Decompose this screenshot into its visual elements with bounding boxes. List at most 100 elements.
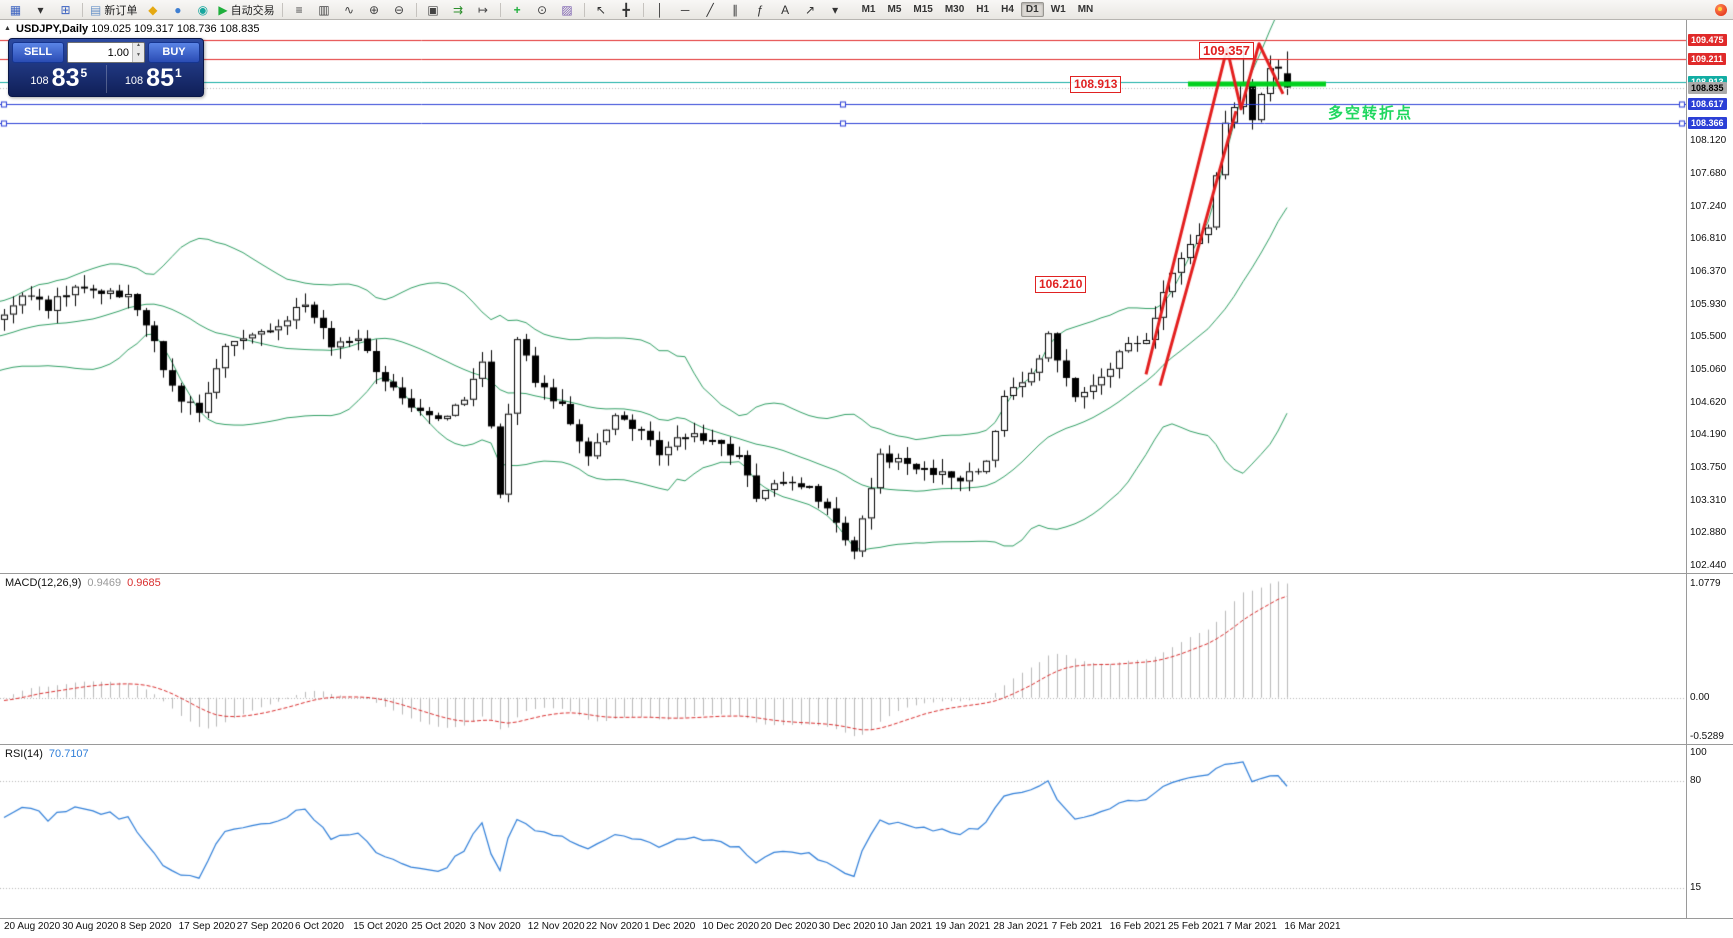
price-badge: 108.835 — [1688, 81, 1727, 94]
crosshair-icon: ╋ — [622, 2, 630, 17]
lot-stepper[interactable]: ▲ ▼ — [132, 43, 144, 62]
support-icon: ◉ — [197, 2, 209, 17]
price-tick-label: 105.930 — [1690, 298, 1727, 310]
one-click-trading-panel: SELL ▲ ▼ BUY 108 83 5 108 85 1 — [8, 38, 204, 97]
channel-button[interactable]: ∥ — [724, 1, 747, 18]
text-button[interactable]: A — [774, 1, 797, 18]
macd-scale-zero: 0.00 — [1690, 691, 1710, 703]
date-label: 3 Nov 2020 — [469, 921, 521, 932]
autotrading-button[interactable]: ▶ 自动交易 — [216, 1, 276, 18]
auto-scroll-button[interactable]: ⇉ — [447, 1, 470, 18]
timeframe-m5-button[interactable]: M5 — [887, 4, 902, 15]
date-label: 12 Nov 2020 — [527, 921, 585, 932]
toolbar: ▦ ▾ ⊞ ▤ 新订单 ◆ ● ◉ ▶ 自动交易 ≡ ▥ ∿ ⊕ ⊖ ▣ ⇉ ↦ + ⊙ ▨ ↖ ╋ │ ─ ╱ ∥ ƒ A ↗ ▾ M1 M5… — [0, 0, 1733, 20]
sell-price-main: 83 — [51, 64, 80, 92]
indicators-icon: + — [513, 2, 521, 17]
buy-price-pip: 1 — [174, 66, 182, 80]
candlestick-chart-button[interactable]: ▥ — [313, 1, 336, 18]
timeframe-m1-button[interactable]: M1 — [861, 4, 876, 15]
autotrading-icon: ▶ — [218, 2, 228, 17]
date-label: 20 Dec 2020 — [760, 921, 818, 932]
price-tick-label: 106.810 — [1690, 232, 1727, 244]
cursor-icon: ↖ — [596, 2, 607, 17]
community-button[interactable]: ● — [166, 1, 189, 18]
pane-separator[interactable] — [0, 573, 1733, 574]
line-chart-icon: ∿ — [344, 2, 355, 17]
mql5-button[interactable]: ◆ — [141, 1, 164, 18]
tile-windows-button[interactable]: ▣ — [422, 1, 445, 18]
zoom-in-icon: ⊕ — [369, 2, 380, 17]
timeframe-m30-button[interactable]: M30 — [944, 4, 965, 15]
horizontal-line-button[interactable]: ─ — [674, 1, 697, 18]
timeframe-w1-button[interactable]: W1 — [1050, 4, 1066, 15]
price-chart-canvas[interactable] — [0, 20, 1686, 573]
macd-scale-min: -0.5289 — [1690, 731, 1724, 742]
objects-dropdown-button[interactable]: ▾ — [824, 1, 847, 18]
bar-chart-button[interactable]: ≡ — [288, 1, 311, 18]
ohlc-values: 109.025 109.317 108.736 108.835 — [91, 23, 260, 35]
lot-decrease-icon[interactable]: ▼ — [136, 51, 141, 58]
chart-window-button[interactable]: ▦ — [4, 1, 27, 18]
new-order-icon: ▤ — [90, 2, 102, 17]
candlestick-chart-icon: ▥ — [318, 2, 330, 17]
zoom-out-button[interactable]: ⊖ — [388, 1, 411, 18]
buy-button[interactable]: BUY — [148, 42, 200, 63]
price-tick-label: 104.190 — [1690, 428, 1727, 440]
date-label: 10 Jan 2021 — [877, 921, 933, 932]
buy-price-main: 85 — [146, 64, 174, 92]
date-label: 15 Oct 2020 — [353, 921, 408, 932]
date-label: 25 Oct 2020 — [411, 921, 466, 932]
tile-windows-icon: ▣ — [427, 2, 439, 17]
vertical-line-button[interactable]: │ — [649, 1, 672, 18]
crosshair-button[interactable]: ╋ — [615, 1, 638, 18]
price-badge: 109.475 — [1688, 33, 1727, 46]
rsi-pane-canvas[interactable] — [0, 745, 1686, 918]
trendline-button[interactable]: ╱ — [699, 1, 722, 18]
chart-dropdown-icon: ▾ — [37, 2, 44, 17]
toolbar-separator — [82, 2, 83, 17]
timeframe-d1-button[interactable]: D1 — [1020, 2, 1044, 17]
date-label: 28 Jan 2021 — [993, 921, 1049, 932]
profiles-button[interactable]: ⊞ — [54, 1, 77, 18]
rsi-label: RSI(14) 70.7107 — [5, 748, 89, 760]
cursor-button[interactable]: ↖ — [590, 1, 613, 18]
trendline-icon: ╱ — [706, 2, 714, 17]
macd-pane-canvas[interactable] — [0, 574, 1686, 744]
pane-separator[interactable] — [0, 744, 1733, 745]
price-tick-label: 104.620 — [1690, 396, 1727, 408]
lot-size-input[interactable] — [68, 43, 132, 62]
price-tick-label: 102.440 — [1690, 559, 1727, 571]
date-label: 16 Mar 2021 — [1284, 921, 1341, 932]
periods-icon: ⊙ — [537, 2, 548, 17]
line-chart-button[interactable]: ∿ — [338, 1, 361, 18]
toolbar-separator — [499, 2, 501, 17]
notification-icon[interactable] — [1715, 4, 1727, 16]
macd-title: MACD(12,26,9) — [5, 577, 82, 589]
timeframe-mn-button[interactable]: MN — [1077, 4, 1094, 15]
timeframe-h1-button[interactable]: H1 — [976, 4, 990, 15]
date-label: 6 Oct 2020 — [295, 921, 344, 932]
periods-button[interactable]: ⊙ — [531, 1, 554, 18]
macd-signal-value: 0.9685 — [127, 577, 161, 589]
support-button[interactable]: ◉ — [191, 1, 214, 18]
sell-button[interactable]: SELL — [12, 42, 64, 63]
timeframe-m15-button[interactable]: M15 — [913, 4, 933, 15]
chart-collapse-icon[interactable]: ▲ — [4, 25, 11, 32]
chart-shift-icon: ↦ — [478, 2, 489, 17]
indicators-button[interactable]: + — [506, 1, 529, 18]
chart-shift-button[interactable]: ↦ — [472, 1, 495, 18]
fibonacci-button[interactable]: ƒ — [749, 1, 772, 18]
new-order-button[interactable]: ▤ 新订单 — [88, 1, 139, 18]
templates-button[interactable]: ▨ — [556, 1, 579, 18]
zoom-in-button[interactable]: ⊕ — [363, 1, 386, 18]
new-order-button-label: 新订单 — [104, 4, 138, 17]
chart-dropdown-button[interactable]: ▾ — [29, 1, 52, 18]
lot-increase-icon[interactable]: ▲ — [136, 42, 141, 48]
symbol-period-label: USDJPY,Daily — [16, 23, 89, 35]
chart-title: USDJPY,Daily 109.025 109.317 108.736 108… — [16, 23, 259, 35]
price-axis-border — [1686, 20, 1687, 918]
arrows-button[interactable]: ↗ — [799, 1, 822, 18]
fibonacci-icon: ƒ — [756, 2, 764, 17]
timeframe-h4-button[interactable]: H4 — [1001, 4, 1014, 15]
text-icon: A — [781, 2, 790, 17]
